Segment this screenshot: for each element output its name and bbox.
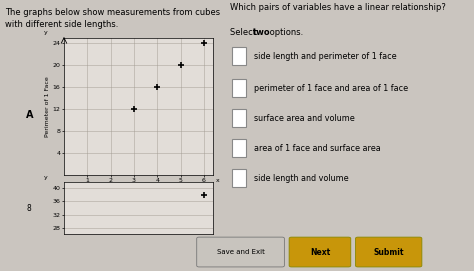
Bar — [232, 47, 246, 65]
Text: x: x — [216, 178, 220, 183]
Text: options.: options. — [267, 28, 304, 37]
Text: Which pairs of variables have a linear relationship?: Which pairs of variables have a linear r… — [230, 3, 446, 12]
Text: surface area and volume: surface area and volume — [254, 114, 355, 123]
Bar — [232, 109, 246, 127]
Text: perimeter of 1 face and area of 1 face: perimeter of 1 face and area of 1 face — [254, 84, 408, 93]
Text: area of 1 face and surface area: area of 1 face and surface area — [254, 144, 381, 153]
Text: side length and perimeter of 1 face: side length and perimeter of 1 face — [254, 52, 397, 61]
Text: Next: Next — [310, 247, 330, 257]
Text: Submit: Submit — [374, 247, 404, 257]
Text: two: two — [253, 28, 271, 37]
Y-axis label: Perimeter of 1 Face: Perimeter of 1 Face — [45, 76, 50, 137]
X-axis label: Side Length: Side Length — [118, 185, 159, 191]
Text: A: A — [26, 110, 34, 120]
Text: y: y — [44, 30, 48, 35]
Bar — [232, 169, 246, 187]
Text: 8: 8 — [26, 204, 31, 213]
Text: side length and volume: side length and volume — [254, 174, 349, 183]
Bar — [232, 79, 246, 97]
Text: Select: Select — [230, 28, 258, 37]
Text: Save and Exit: Save and Exit — [217, 249, 265, 255]
Text: The graphs below show measurements from cubes
with different side lengths.: The graphs below show measurements from … — [5, 8, 220, 29]
Bar — [232, 139, 246, 157]
Text: y: y — [44, 175, 48, 180]
